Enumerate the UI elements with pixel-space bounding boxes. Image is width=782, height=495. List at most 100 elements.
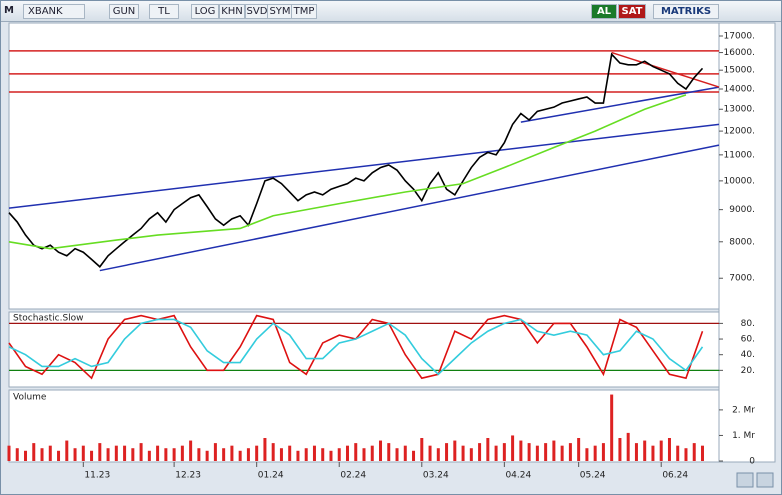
volume-bar [626, 432, 630, 461]
volume-bar [213, 443, 217, 461]
x-tick-label: 04.24 [505, 471, 531, 481]
volume-bar [15, 448, 19, 461]
volume-bar [544, 443, 548, 461]
volume-bar [535, 445, 539, 461]
volume-bar [65, 440, 69, 461]
volume-bar [577, 438, 581, 461]
volume-bar [354, 443, 358, 461]
volume-bar [32, 443, 36, 461]
buy-button[interactable]: AL [591, 4, 617, 19]
volume-bar [379, 440, 383, 461]
volume-bar [98, 443, 102, 461]
nav-button[interactable] [736, 472, 754, 488]
volume-bar [618, 438, 622, 461]
volume-bar [106, 448, 110, 461]
y-tick-label: 20. [741, 366, 755, 376]
volume-bar [271, 443, 275, 461]
value-axis [718, 22, 776, 463]
y-tick-label: 2. Mr [732, 405, 755, 415]
volume-bar [296, 450, 300, 461]
volume-bar [370, 445, 374, 461]
volume-bar [494, 445, 498, 461]
volume-bar [643, 440, 647, 461]
volume-bar [420, 438, 424, 461]
volume-bar [560, 445, 564, 461]
volume-bar [90, 450, 94, 461]
volume-bar [48, 445, 52, 461]
volume-bar [395, 448, 399, 461]
volume-bar [172, 448, 176, 461]
volume-bar [131, 448, 135, 461]
volume-bar [7, 445, 11, 461]
button[interactable]: GUN [109, 4, 139, 19]
volume-bar [222, 448, 226, 461]
volume-bar [610, 394, 614, 461]
brand: MATRIKS [653, 4, 719, 19]
volume-bar [428, 445, 432, 461]
volume-bar [585, 448, 589, 461]
y-tick-label: 8000. [729, 237, 755, 247]
volume-bar [337, 448, 341, 461]
trend-line [611, 51, 720, 88]
series-line [8, 52, 704, 268]
series-line [8, 94, 687, 250]
volume-bar [263, 438, 267, 461]
volume-bar [189, 440, 193, 461]
volume-bar [700, 445, 704, 461]
volume-bar [568, 443, 572, 461]
volume-bar [445, 443, 449, 461]
y-tick-label: 40. [741, 350, 755, 360]
x-tick-label: 05.24 [580, 471, 606, 481]
trend-line [520, 86, 720, 123]
volume-bar [304, 448, 308, 461]
volume-bar [593, 445, 597, 461]
volume-bar [684, 448, 688, 461]
x-tick-label: 01.24 [258, 471, 284, 481]
volume-bar [511, 435, 515, 461]
y-tick-label: 11000. [724, 150, 756, 160]
button[interactable]: LOG [191, 4, 219, 19]
volume-bar [527, 443, 531, 461]
volume-bar [453, 440, 457, 461]
logo: M [4, 5, 14, 16]
sell-button[interactable]: SAT [618, 4, 646, 19]
volume-bar [312, 445, 316, 461]
volume-bar [156, 445, 160, 461]
y-tick-label: 9000. [729, 205, 755, 215]
button[interactable]: TMP [291, 4, 317, 19]
volume-bar [403, 445, 407, 461]
volume-bar [478, 443, 482, 461]
trend-line [8, 123, 720, 209]
volume-bar [57, 450, 61, 461]
y-tick-label: 80. [741, 319, 755, 329]
volume-bar [73, 448, 77, 461]
volume-bar [238, 450, 242, 461]
y-tick-label: 0 [749, 457, 755, 467]
symbol-box[interactable]: XBANK [23, 4, 85, 19]
series-line [8, 318, 704, 376]
x-tick-label: 06.24 [662, 471, 688, 481]
volume-bar [387, 443, 391, 461]
volume-bar [246, 448, 250, 461]
volume-bar [601, 443, 605, 461]
volume-bar [24, 450, 28, 461]
nav-button[interactable] [756, 472, 774, 488]
x-tick-label: 03.24 [423, 471, 449, 481]
button[interactable]: KHN [219, 4, 245, 19]
volume-bar [205, 450, 209, 461]
volume-bar [634, 443, 638, 461]
x-tick-label: 02.24 [340, 471, 366, 481]
panel-title: Volume [13, 393, 47, 403]
volume-bar [412, 450, 416, 461]
volume-bar [651, 445, 655, 461]
y-tick-label: 15000. [724, 66, 756, 76]
volume-bar [123, 445, 127, 461]
button[interactable]: TL [149, 4, 179, 19]
volume-bar [362, 448, 366, 461]
volume-bar [164, 448, 168, 461]
x-tick-label: 12.23 [175, 471, 201, 481]
volume-bar [345, 445, 349, 461]
volume-bar [180, 445, 184, 461]
y-tick-label: 7000. [729, 274, 755, 284]
